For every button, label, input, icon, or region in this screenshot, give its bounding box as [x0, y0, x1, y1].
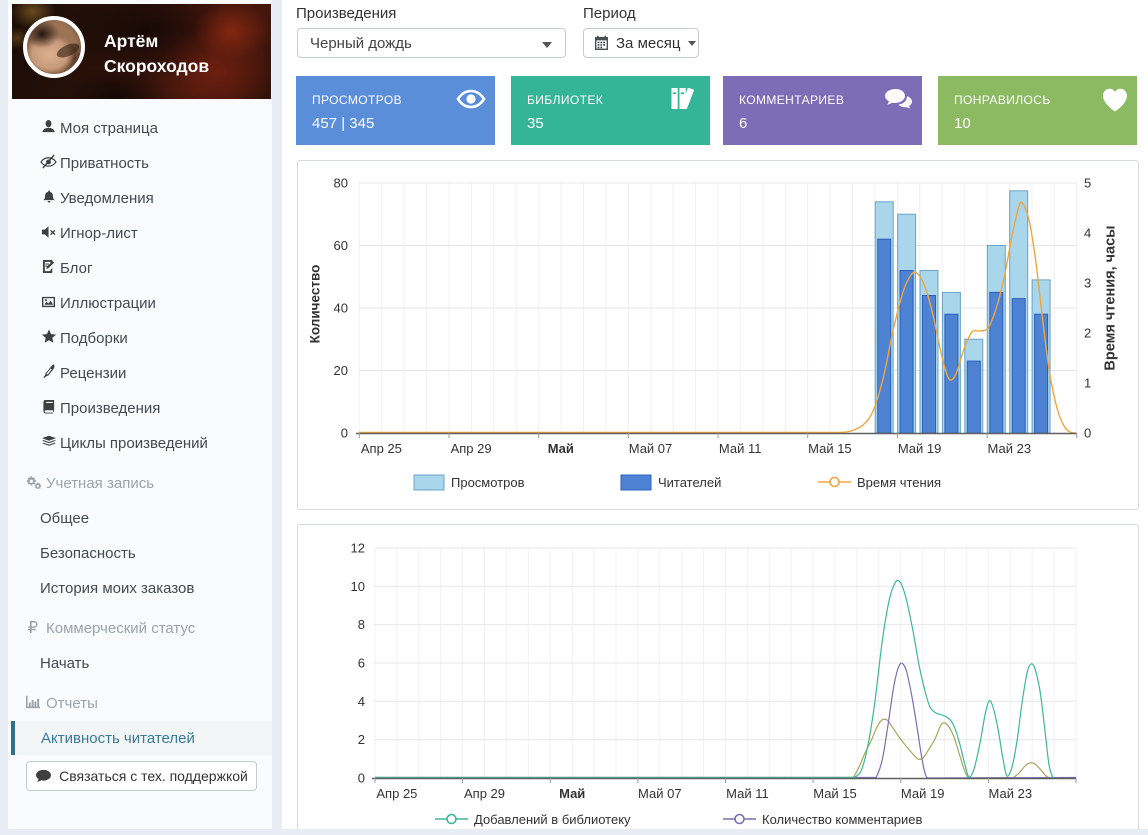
svg-text:Май 07: Май 07 [638, 786, 682, 801]
svg-text:Май 15: Май 15 [813, 786, 857, 801]
svg-text:Май: Май [559, 786, 585, 801]
svg-text:0: 0 [341, 426, 348, 441]
svg-text:Май 23: Май 23 [989, 786, 1033, 801]
svg-text:0: 0 [358, 771, 365, 786]
svg-text:0: 0 [1084, 426, 1091, 441]
svg-text:3: 3 [1084, 276, 1091, 291]
svg-text:Количество: Количество [308, 265, 323, 344]
svg-text:12: 12 [351, 541, 365, 556]
svg-text:40: 40 [334, 301, 348, 316]
svg-text:Май 11: Май 11 [726, 786, 769, 801]
svg-text:Добавлений в библиотеку: Добавлений в библиотеку [474, 812, 631, 827]
svg-text:Апр 29: Апр 29 [451, 441, 492, 456]
svg-text:Май 11: Май 11 [719, 441, 762, 456]
svg-text:Время чтения: Время чтения [857, 475, 941, 490]
svg-text:80: 80 [334, 176, 348, 191]
svg-text:Апр 25: Апр 25 [376, 786, 417, 801]
svg-text:Апр 25: Апр 25 [361, 441, 402, 456]
svg-text:4: 4 [358, 694, 365, 709]
svg-text:60: 60 [334, 238, 348, 253]
svg-text:4: 4 [1084, 226, 1091, 241]
svg-text:8: 8 [358, 617, 365, 632]
svg-text:Просмотров: Просмотров [451, 475, 525, 490]
svg-text:Май 23: Май 23 [988, 441, 1032, 456]
svg-text:2: 2 [1084, 326, 1091, 341]
svg-text:Время чтения, часы: Время чтения, часы [1103, 225, 1119, 370]
svg-text:Количество комментариев: Количество комментариев [762, 812, 923, 827]
svg-text:Май 15: Май 15 [808, 441, 852, 456]
svg-text:10: 10 [351, 579, 365, 594]
svg-text:Читателей: Читателей [658, 475, 721, 490]
svg-text:Май 19: Май 19 [898, 441, 942, 456]
svg-text:Май 07: Май 07 [629, 441, 673, 456]
svg-text:2: 2 [358, 732, 365, 747]
svg-text:20: 20 [334, 363, 348, 378]
svg-text:Май: Май [548, 441, 574, 456]
svg-text:Май 19: Май 19 [901, 786, 945, 801]
svg-text:6: 6 [358, 656, 365, 671]
svg-text:5: 5 [1084, 176, 1091, 191]
svg-text:1: 1 [1084, 376, 1091, 391]
svg-text:Апр 29: Апр 29 [464, 786, 505, 801]
